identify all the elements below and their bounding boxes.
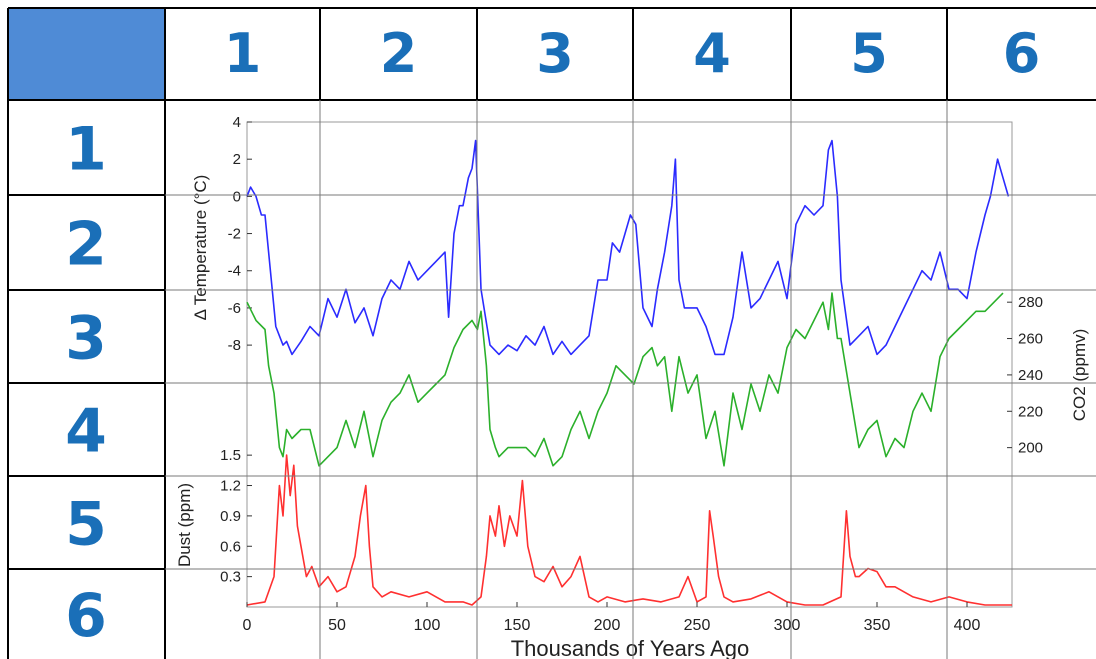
x-tick-label: 250 [684, 617, 711, 634]
dust-tick-label: 1.5 [220, 447, 241, 464]
co2-tick-label: 280 [1018, 294, 1043, 311]
co2-tick-label: 200 [1018, 440, 1043, 457]
grid-column-label: 2 [380, 22, 418, 85]
co2-series-line [246, 292, 1004, 467]
x-tick-label: 300 [774, 617, 801, 634]
x-tick-label: 50 [328, 617, 346, 634]
x-tick-label: 400 [954, 617, 981, 634]
x-tick-label: 150 [504, 617, 531, 634]
temperature-series-line [246, 139, 1010, 356]
temperature-tick-label: 4 [233, 114, 241, 131]
co2-tick-label: 240 [1018, 367, 1043, 384]
temperature-tick-label: -2 [228, 226, 241, 243]
grid-column-label: 5 [850, 22, 888, 85]
temperature-tick-label: 2 [233, 151, 241, 168]
grid-row-label: 5 [65, 490, 107, 560]
dust-tick-label: 0.9 [220, 508, 241, 525]
grid-column-label: 4 [693, 22, 731, 85]
grid-column-label: 6 [1003, 22, 1041, 85]
co2-tick-label: 220 [1018, 403, 1043, 420]
grid-corner-cell [8, 8, 165, 100]
plot-frame [246, 121, 1013, 608]
dust-tick-label: 0.6 [220, 538, 241, 555]
dust-tick-label: 1.2 [220, 478, 241, 495]
temperature-tick-label: -8 [228, 337, 241, 354]
x-tick-label: 200 [594, 617, 621, 634]
grid-column-label: 3 [536, 22, 574, 85]
x-tick-label: 100 [414, 617, 441, 634]
x-tick-label: 350 [864, 617, 891, 634]
grid-column-label: 1 [224, 22, 262, 85]
temperature-tick-label: -4 [228, 263, 241, 280]
x-axis-label: Thousands of Years Ago [511, 636, 750, 659]
grid-row-label: 3 [65, 304, 107, 374]
co2-tick-label: 260 [1018, 331, 1043, 348]
co2-axis-label: CO2 (ppmv) [1070, 329, 1089, 422]
temperature-tick-label: -6 [228, 300, 241, 317]
grid-row-label: 1 [65, 115, 107, 185]
dust-series-line [246, 454, 1012, 606]
grid-row-label: 6 [65, 581, 107, 651]
plot-layer: 4 2 0 -2 -4 -6 -8 Δ Temperature (°C) 280 260 240 22… [175, 114, 1089, 659]
temperature-tick-label: 0 [233, 188, 241, 205]
grid-row-label: 2 [65, 210, 107, 280]
dust-axis-label: Dust (ppm) [175, 483, 194, 567]
x-tick-label: 0 [243, 617, 252, 634]
grid-row-label: 4 [65, 397, 107, 467]
dust-tick-label: 0.3 [220, 569, 241, 586]
grid-overlay: 1 2 3 4 5 6 1 2 3 4 5 6 [7, 7, 1096, 659]
temperature-axis-label: Δ Temperature (°C) [191, 175, 210, 321]
